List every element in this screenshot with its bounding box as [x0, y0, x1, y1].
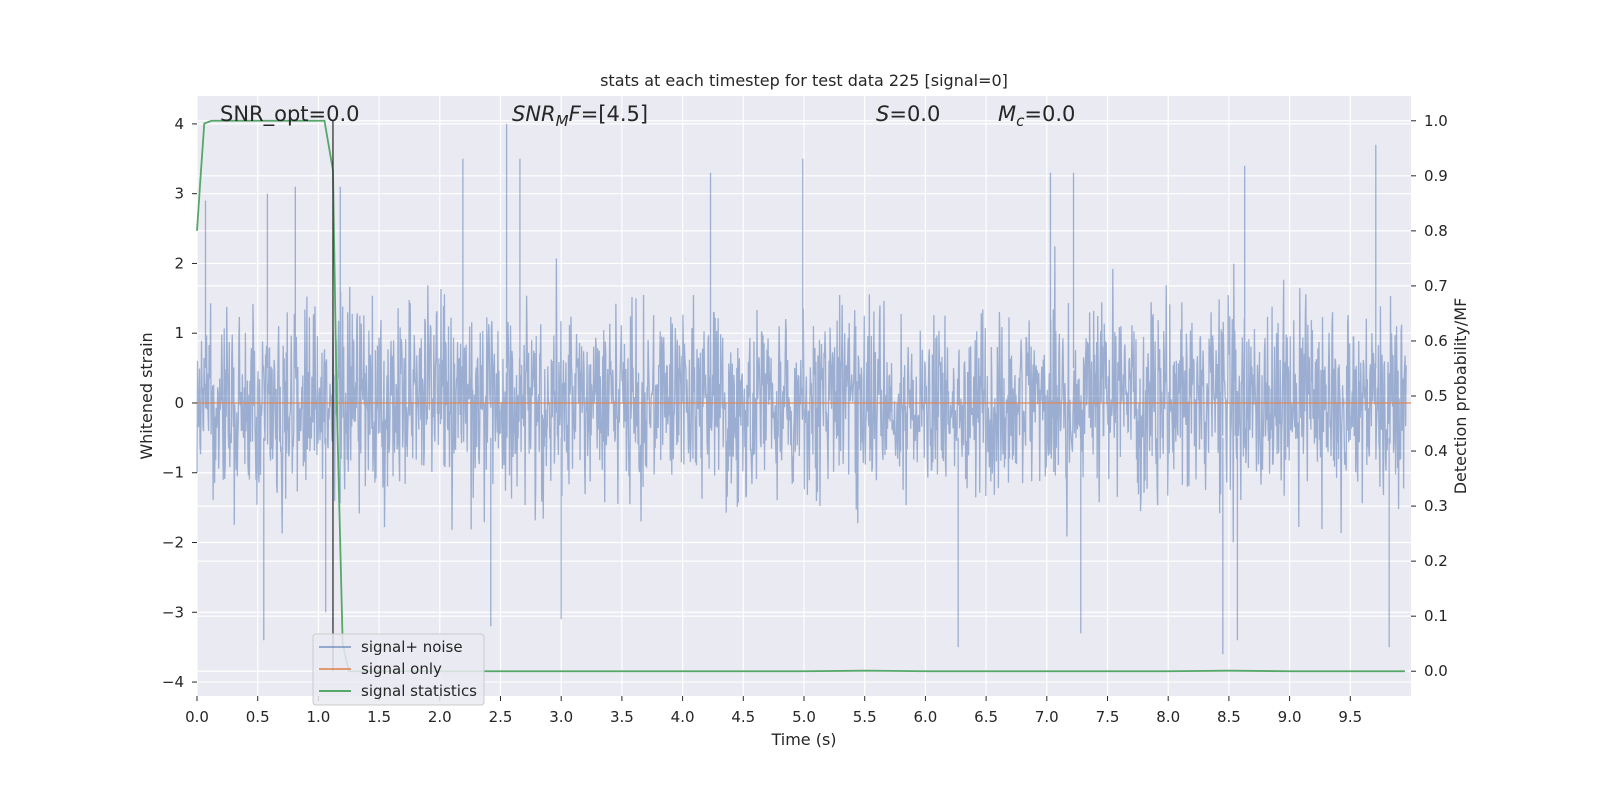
- series-signal-noise: [196, 123, 1407, 655]
- x-tick-label: 0.0: [185, 708, 209, 726]
- y2-tick-label: 0.6: [1424, 332, 1448, 350]
- legend-label-signal-statistics: signal statistics: [361, 682, 477, 700]
- annotation-snr-opt: SNR_opt=0.0: [220, 102, 360, 127]
- y-tick-label: −4: [162, 673, 184, 691]
- x-tick-label: 7.0: [1035, 708, 1059, 726]
- x-tick-label: 8.5: [1217, 708, 1241, 726]
- y-tick-label: −2: [162, 534, 184, 552]
- y2-tick-label: 0.0: [1424, 662, 1448, 680]
- y-tick-label: −3: [162, 603, 184, 621]
- y2-tick-label: 1.0: [1424, 112, 1448, 130]
- y-tick-label: 1: [174, 324, 184, 342]
- mc-value: =0.0: [1024, 102, 1075, 126]
- x-tick-label: 4.5: [731, 708, 755, 726]
- s-main: S: [876, 102, 889, 126]
- y2-tick-label: 0.3: [1424, 497, 1448, 515]
- x-axis-label: Time (s): [770, 730, 836, 749]
- x-tick-label: 1.0: [306, 708, 330, 726]
- mc-subscript: c: [1016, 112, 1025, 130]
- y-tick-label: 2: [174, 254, 184, 272]
- x-tick-label: 5.0: [792, 708, 816, 726]
- x-tick-label: 3.5: [610, 708, 634, 726]
- x-tick-label: 6.5: [974, 708, 998, 726]
- y-tick-label: 3: [174, 185, 184, 203]
- y2-axis-label: Detection probability/MF: [1451, 298, 1470, 495]
- y-axis-label: Whitened strain: [137, 332, 156, 459]
- snr-mf-value: =[4.5]: [581, 102, 648, 126]
- y2-tick-label: 0.1: [1424, 607, 1448, 625]
- x-tick-label: 2.0: [428, 708, 452, 726]
- y2-tick-label: 0.4: [1424, 442, 1448, 460]
- annotation-mc: Mc=0.0: [998, 102, 1075, 130]
- x-tick-label: 7.5: [1096, 708, 1120, 726]
- x-tick-label: 1.5: [367, 708, 391, 726]
- y2-tick-label: 0.5: [1424, 387, 1448, 405]
- s-value: =0.0: [889, 102, 940, 126]
- snr-mf-tail: F: [569, 102, 582, 126]
- tick-labels: 0.0 0.5 1.0 1.5 2.0 2.5 3.0 3.5 4.0 4.5 5.0 5.5 6.0 6…: [162, 112, 1448, 726]
- legend-box: [312, 633, 485, 706]
- y-tick-label: 4: [174, 115, 184, 133]
- x-tick-label: 0.5: [246, 708, 270, 726]
- snr-mf-main: SNR: [512, 102, 556, 126]
- y-tick-label: 0: [174, 394, 184, 412]
- legend-label-signal-noise: signal+ noise: [361, 638, 463, 656]
- legend-label-signal-only: signal only: [361, 660, 442, 678]
- y2-tick-label: 0.8: [1424, 222, 1448, 240]
- x-tick-label: 9.5: [1338, 708, 1362, 726]
- x-tick-label: 4.0: [671, 708, 695, 726]
- y-tick-label: −1: [162, 464, 184, 482]
- x-tick-label: 6.0: [913, 708, 937, 726]
- x-tick-label: 8.0: [1156, 708, 1180, 726]
- y2-tick-label: 0.7: [1424, 277, 1448, 295]
- annotation-snr-mf: SNRMF=[4.5]: [512, 102, 648, 130]
- snr-mf-subscript: M: [556, 112, 569, 130]
- x-tick-label: 9.0: [1278, 708, 1302, 726]
- legend: signal+ noise signal only signal statist…: [312, 633, 485, 706]
- mc-main: M: [998, 102, 1016, 126]
- y2-tick-label: 0.9: [1424, 167, 1448, 185]
- chart-title: stats at each timestep for test data 225…: [600, 71, 1008, 90]
- x-tick-label: 3.0: [549, 708, 573, 726]
- x-tick-label: 5.5: [853, 708, 877, 726]
- x-tick-label: 2.5: [489, 708, 513, 726]
- annotation-s: S=0.0: [876, 102, 940, 126]
- y2-tick-label: 0.2: [1424, 552, 1448, 570]
